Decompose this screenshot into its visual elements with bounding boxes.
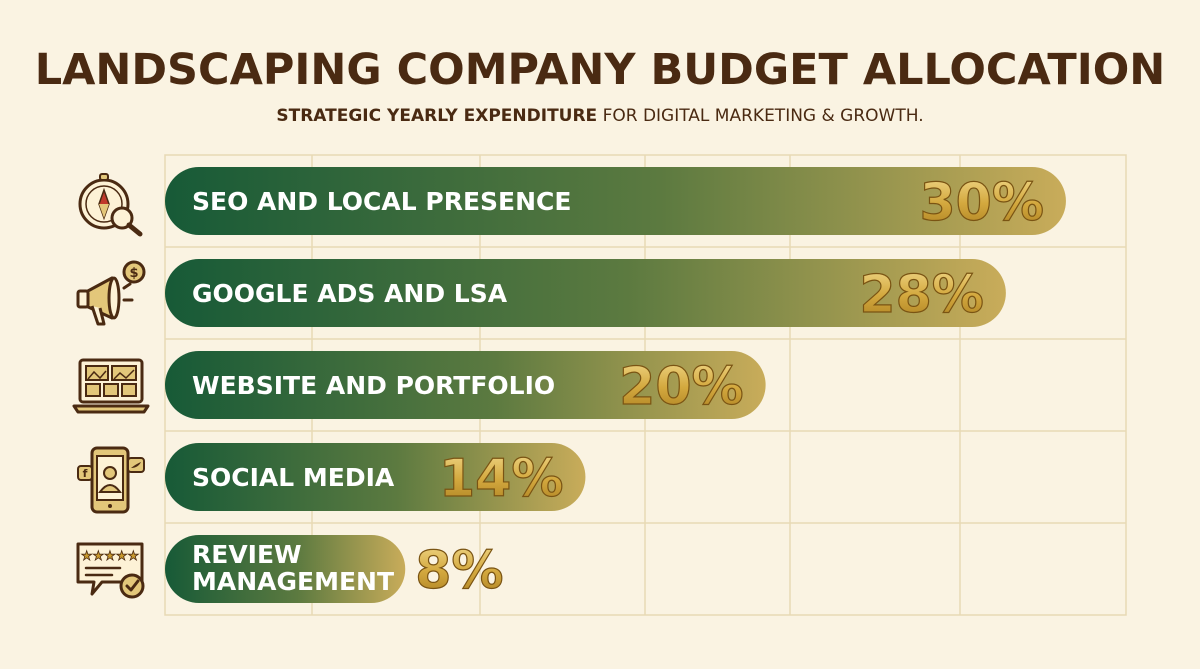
subtitle-strong: STRATEGIC YEARLY EXPENDITURE (276, 106, 598, 126)
chart-bars: SEO AND LOCAL PRESENCE 30% GOOGLE ADS AND … (165, 167, 1066, 603)
bar-value-label: 14% (439, 449, 563, 509)
svg-text:$: $ (129, 266, 138, 281)
laptop-portfolio-icon (72, 352, 150, 422)
bar (165, 167, 1066, 235)
bar-value-label: 8% (415, 541, 503, 601)
social-phone-icon: f (72, 444, 150, 514)
review-stars-icon: ★★★★★ (72, 536, 150, 606)
bar (165, 443, 586, 511)
bar-label: REVIEW MANAGEMENT (192, 540, 394, 596)
bar-value-label: 28% (859, 265, 983, 325)
bar-label: WEBSITE AND PORTFOLIO (192, 371, 555, 400)
bar (165, 535, 406, 603)
bar (165, 351, 766, 419)
bar-value-label: 20% (619, 357, 743, 417)
bar-label: SOCIAL MEDIA (192, 463, 395, 492)
page-subtitle: STRATEGIC YEARLY EXPENDITURE FOR DIGITAL… (0, 104, 1200, 128)
subtitle-rest: FOR DIGITAL MARKETING & GROWTH. (597, 106, 924, 126)
bar-label: SEO AND LOCAL PRESENCE (192, 187, 571, 216)
bar (165, 259, 1006, 327)
megaphone-dollar-icon: $ (72, 260, 150, 330)
svg-text:★★★★★: ★★★★★ (81, 549, 139, 564)
page-title: LANDSCAPING COMPANY BUDGET ALLOCATION (34, 45, 1166, 95)
bar-label: GOOGLE ADS AND LSA (192, 279, 508, 308)
bar-value-label: 30% (919, 173, 1043, 233)
compass-search-icon (72, 168, 150, 238)
svg-text:f: f (83, 467, 88, 480)
